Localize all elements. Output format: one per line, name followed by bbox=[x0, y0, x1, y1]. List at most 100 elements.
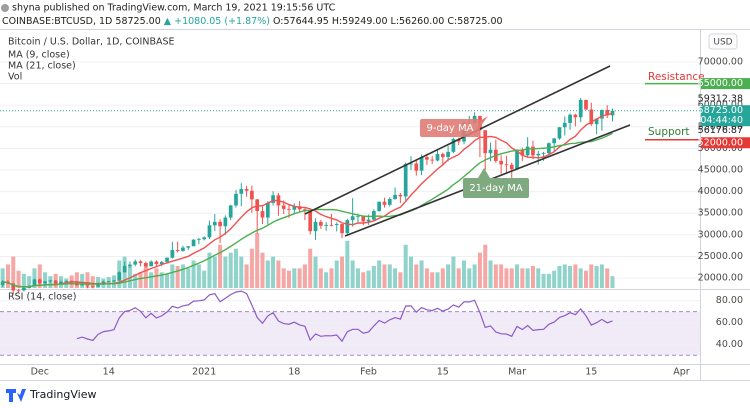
candle-body bbox=[541, 153, 546, 154]
candle-body bbox=[22, 287, 26, 291]
volume-bar bbox=[557, 266, 562, 288]
currency-button[interactable] bbox=[708, 33, 738, 50]
volume-bar bbox=[599, 264, 604, 288]
volume-bar bbox=[403, 244, 408, 288]
x-tick-label: 18 bbox=[288, 367, 300, 378]
candle-body bbox=[43, 281, 47, 284]
candle-body bbox=[154, 261, 159, 265]
volume-bar bbox=[265, 260, 270, 288]
rsi-tick-label: 60.00 bbox=[716, 317, 743, 328]
price-label-box bbox=[701, 78, 750, 90]
volume-bar bbox=[424, 268, 429, 288]
candle-body bbox=[610, 110, 615, 116]
candle-body bbox=[578, 100, 583, 118]
volume-bar bbox=[361, 272, 366, 288]
volume-bar bbox=[260, 252, 265, 288]
candle-body bbox=[202, 237, 207, 240]
volume-bar bbox=[398, 272, 403, 288]
volume-bar bbox=[0, 268, 5, 288]
price-label: 59312.38 bbox=[698, 94, 743, 105]
volume-bar bbox=[196, 264, 201, 288]
candle-body bbox=[557, 127, 562, 139]
candle-body bbox=[48, 280, 53, 282]
candle-body bbox=[96, 283, 100, 287]
currency-label[interactable]: USD bbox=[713, 38, 732, 48]
candle-body bbox=[234, 193, 238, 206]
volume-bar bbox=[297, 268, 302, 288]
volume-bar bbox=[106, 277, 111, 288]
x-tick-label: 15 bbox=[585, 367, 597, 378]
candle-body bbox=[398, 194, 403, 197]
volume-bar bbox=[451, 256, 456, 288]
volume-bar bbox=[16, 270, 21, 288]
volume-bar bbox=[287, 270, 292, 288]
volume-bar bbox=[180, 264, 185, 288]
volume-bar bbox=[355, 268, 360, 288]
volume-bar bbox=[281, 268, 286, 288]
legend-ma9: MA (9, close) bbox=[8, 50, 70, 61]
published-line: shyna published on TradingView.com, Marc… bbox=[12, 3, 336, 14]
candle-body bbox=[117, 272, 122, 281]
candle-body bbox=[37, 279, 42, 284]
candle-body bbox=[90, 285, 95, 287]
candle-body bbox=[350, 216, 355, 221]
ma-line bbox=[2, 132, 613, 288]
volume-bar bbox=[324, 272, 329, 288]
resistance-label: Resistance bbox=[648, 71, 705, 83]
ma9-tag-box bbox=[420, 119, 480, 137]
volume-layer bbox=[0, 233, 615, 288]
volume-bar bbox=[562, 264, 567, 288]
candle-body bbox=[165, 257, 169, 262]
candle-body bbox=[324, 224, 328, 226]
volume-bar bbox=[21, 273, 26, 288]
volume-bar bbox=[493, 264, 498, 288]
y-tick-label: 35000.00 bbox=[698, 208, 743, 219]
volume-bar bbox=[233, 248, 238, 288]
candle-body bbox=[0, 281, 5, 285]
ma9-tag-pointer bbox=[480, 116, 488, 127]
ohlc: O:57644.95 H:59249.00 L:56260.00 C:58725… bbox=[273, 16, 503, 27]
last-price: 58725.00 bbox=[115, 16, 160, 27]
y-tick-label: 25000.00 bbox=[698, 251, 743, 262]
brand[interactable]: TradingView bbox=[29, 388, 96, 401]
chart-title: Bitcoin / U.S. Dollar, 1D, COINBASE bbox=[8, 37, 175, 48]
volume-bar bbox=[340, 256, 345, 288]
volume-bar bbox=[5, 264, 10, 288]
candle-body bbox=[393, 194, 397, 199]
volume-bar bbox=[271, 256, 276, 288]
x-tick-label: Feb bbox=[360, 367, 377, 378]
price-label: 52000.00 bbox=[698, 137, 743, 148]
rsi-tick-label: 80.00 bbox=[716, 295, 743, 306]
candle-body bbox=[456, 139, 461, 142]
candle-body bbox=[552, 138, 557, 144]
volume-bar bbox=[218, 244, 223, 288]
volume-bar bbox=[472, 264, 477, 288]
line-layer bbox=[0, 82, 700, 343]
ma21-tag-box bbox=[463, 178, 529, 198]
candle-body bbox=[446, 151, 450, 158]
candle-body bbox=[64, 280, 69, 282]
brand-logo[interactable] bbox=[6, 389, 26, 402]
candle-body bbox=[11, 283, 16, 291]
volume-bar bbox=[74, 272, 79, 288]
candle-body bbox=[419, 157, 424, 171]
candle-body bbox=[186, 246, 191, 248]
y-tick-label: 55000.00 bbox=[698, 121, 743, 132]
volume-bar bbox=[207, 252, 212, 288]
x-tick-label: Apr bbox=[673, 367, 690, 378]
candle-body bbox=[536, 153, 541, 156]
candle-body bbox=[101, 281, 106, 284]
candle-body bbox=[271, 195, 275, 203]
candle-body bbox=[356, 216, 360, 218]
candle-body bbox=[425, 157, 429, 160]
x-tick-label: 2021 bbox=[192, 367, 216, 378]
candle-body bbox=[106, 281, 111, 283]
volume-bar bbox=[520, 268, 525, 288]
volume-bar bbox=[11, 256, 16, 288]
x-tick-label: 14 bbox=[103, 367, 115, 378]
y-tick-label: 70000.00 bbox=[698, 56, 743, 67]
candle-body bbox=[191, 239, 196, 247]
volume-bar bbox=[244, 264, 249, 288]
legend-ma21: MA (21, close) bbox=[8, 61, 76, 72]
